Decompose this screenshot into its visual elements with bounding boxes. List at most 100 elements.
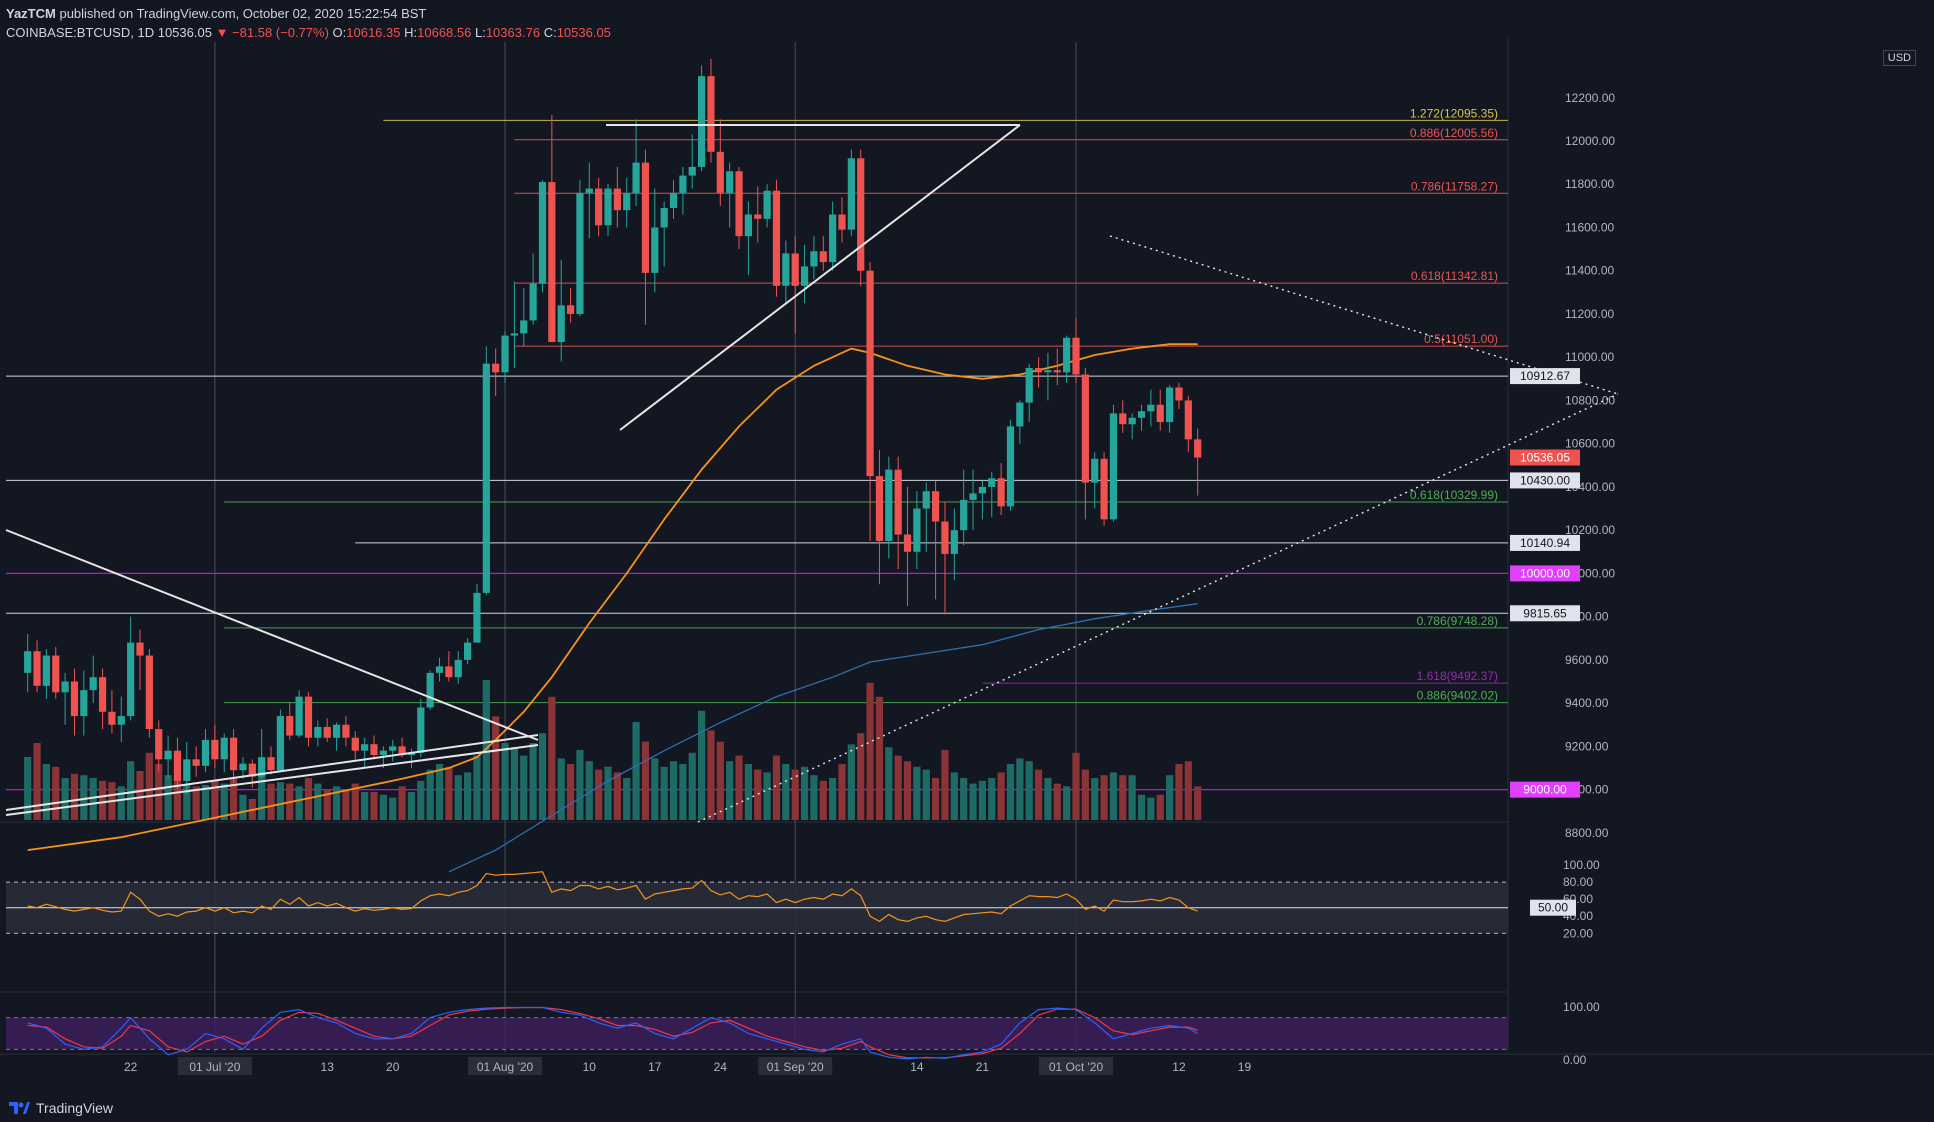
volume-bar <box>903 761 912 820</box>
candle-body <box>361 744 369 751</box>
volume-bar <box>969 783 977 820</box>
candle-body <box>529 283 537 321</box>
candle-body <box>1137 411 1146 418</box>
sma200-line <box>448 603 1198 873</box>
time-tick-label: 01 Aug '20 <box>477 1060 534 1074</box>
volume-bar <box>941 750 949 820</box>
volume-bar <box>763 772 771 820</box>
currency-tag[interactable]: USD <box>1882 50 1916 66</box>
volume-bar <box>342 789 350 820</box>
volume-bar <box>548 696 556 820</box>
stoch-tick-label: 100.00 <box>1563 1000 1600 1014</box>
tradingview-logo-icon <box>9 1102 30 1114</box>
candle-body <box>323 726 331 738</box>
volume-bar <box>1119 775 1127 820</box>
volume-bar <box>52 766 60 820</box>
chart-header: YazTCM published on TradingView.com, Oct… <box>6 4 611 42</box>
candle-body <box>922 491 930 509</box>
candle-body <box>267 757 275 771</box>
volume-bar <box>576 750 584 820</box>
candle-body <box>370 744 378 756</box>
stoch-tick-label: 0.00 <box>1563 1053 1587 1067</box>
volume-bar <box>960 778 968 820</box>
price-tick-label: 11800.00 <box>1565 177 1614 191</box>
candle-body <box>501 335 509 373</box>
candle-body <box>978 486 986 494</box>
candle-body <box>52 655 60 693</box>
volume-bar <box>1034 769 1043 820</box>
time-tick-label: 10 <box>583 1060 597 1074</box>
volume-bar <box>164 775 172 820</box>
candle-body <box>744 214 752 237</box>
volume-bar <box>501 743 509 820</box>
low-label: L: <box>474 25 486 40</box>
author-name[interactable]: YazTCM <box>6 6 56 21</box>
candle-body <box>1063 337 1071 373</box>
candle-body <box>248 763 256 777</box>
fib-level-label: 0.618(10329.99) <box>1410 488 1498 502</box>
volume-bar <box>370 792 378 820</box>
candle-body <box>772 190 781 286</box>
time-tick-label: 21 <box>976 1060 990 1074</box>
candle-body <box>763 190 771 219</box>
volume-bar <box>885 747 893 820</box>
candle-body <box>800 266 809 286</box>
price-tick-label: 11600.00 <box>1565 220 1614 234</box>
volume-bar <box>1128 775 1136 820</box>
candle-body <box>435 666 444 673</box>
candle-body <box>1100 458 1108 520</box>
candle-body <box>89 677 97 691</box>
tradingview-logo[interactable]: TradingView <box>8 1100 113 1116</box>
candle-body <box>211 739 219 760</box>
candle-body <box>145 655 153 730</box>
candle-body <box>1025 368 1033 403</box>
symbol-label[interactable]: COINBASE:BTCUSD, 1D <box>6 25 155 40</box>
candle-body <box>454 659 462 678</box>
time-label-box <box>177 1057 252 1075</box>
volume-bar <box>1147 797 1155 820</box>
candle-body <box>1147 404 1155 412</box>
volume-bar <box>913 766 921 820</box>
volume-bar <box>361 792 369 820</box>
volume-bar <box>857 733 865 820</box>
candle-body <box>1175 387 1183 401</box>
publish-line: YazTCM published on TradingView.com, Oct… <box>6 4 611 23</box>
volume-bar <box>136 771 144 820</box>
time-tick-label: 01 Oct '20 <box>1049 1060 1104 1074</box>
candle-body <box>127 642 135 717</box>
candle-body <box>304 696 313 738</box>
volume-bar <box>791 769 799 820</box>
price-badge-label: 9815.65 <box>1523 606 1567 620</box>
candle-body <box>192 759 200 766</box>
volume-bar <box>492 716 500 820</box>
candle-body <box>660 208 668 228</box>
candle-body <box>1119 413 1127 425</box>
candle-body <box>314 726 322 738</box>
volume-bar <box>1109 772 1118 820</box>
candle-body <box>838 214 846 230</box>
candle-body <box>520 320 528 334</box>
ascending-trendline <box>5 744 539 816</box>
candle-body <box>707 76 715 152</box>
candle-body <box>42 655 50 686</box>
rsi-tick-label: 100.00 <box>1563 858 1600 872</box>
rsi-tick-label: 80.00 <box>1563 875 1593 889</box>
price-badge <box>1510 565 1580 582</box>
candle-body <box>407 752 416 756</box>
candle-body <box>164 750 172 760</box>
candle-body <box>1072 337 1080 375</box>
publish-info: published on TradingView.com, October 02… <box>59 6 427 21</box>
close-label: C: <box>543 25 557 40</box>
candle-body <box>726 171 734 193</box>
volume-bar <box>932 778 940 820</box>
candle-body <box>183 759 191 781</box>
volume-bar <box>604 766 612 820</box>
volume-bar <box>323 789 331 820</box>
rsi-tick-label: 20.00 <box>1563 926 1593 940</box>
time-tick-label: 13 <box>321 1060 335 1074</box>
volume-bar <box>267 783 275 820</box>
ascending-trendline <box>5 734 539 811</box>
fib-level-label: 0.886(12005.56) <box>1410 126 1498 140</box>
volume-bar <box>173 778 182 820</box>
